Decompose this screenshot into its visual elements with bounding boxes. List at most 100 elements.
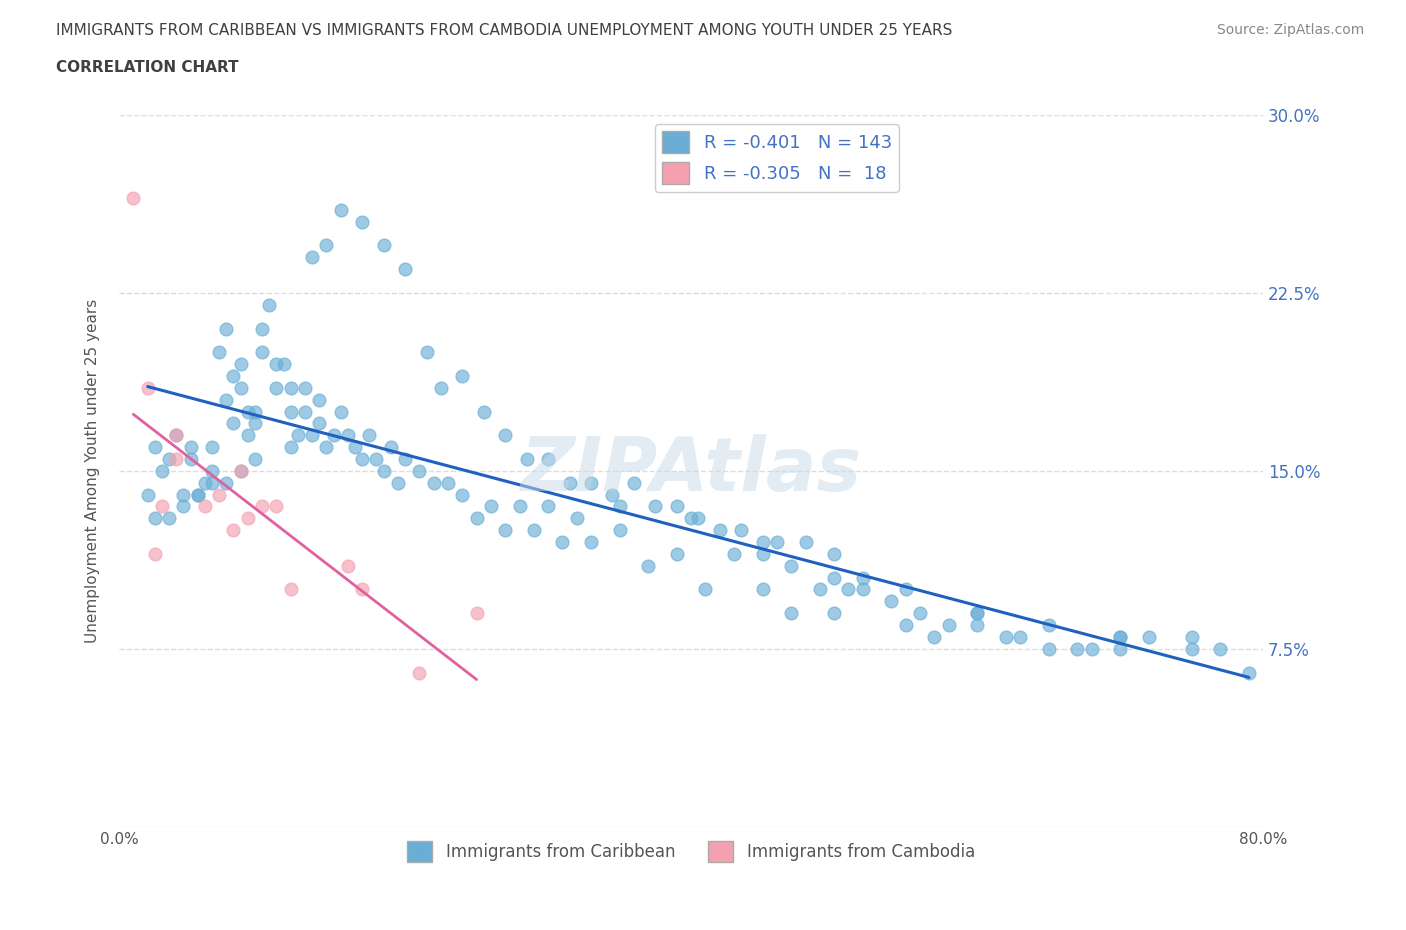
Point — [852, 582, 875, 597]
Point — [280, 440, 302, 455]
Point — [359, 428, 381, 443]
Point — [637, 558, 659, 573]
Point — [236, 511, 259, 525]
Text: IMMIGRANTS FROM CARIBBEAN VS IMMIGRANTS FROM CAMBODIA UNEMPLOYMENT AMONG YOUTH U: IMMIGRANTS FROM CARIBBEAN VS IMMIGRANTS … — [56, 23, 953, 38]
Point — [609, 499, 631, 514]
Point — [451, 368, 474, 383]
Point — [150, 499, 173, 514]
Point — [966, 605, 988, 620]
Point — [751, 535, 773, 550]
Point — [308, 416, 330, 431]
Point — [1010, 630, 1032, 644]
Point — [415, 345, 437, 360]
Point — [373, 463, 395, 478]
Point — [257, 298, 280, 312]
Point — [201, 440, 224, 455]
Point — [808, 582, 831, 597]
Point — [451, 487, 474, 502]
Point — [336, 428, 359, 443]
Point — [157, 511, 180, 525]
Point — [709, 523, 731, 538]
Point — [602, 487, 624, 502]
Point — [222, 523, 245, 538]
Point — [1080, 642, 1102, 657]
Point — [236, 405, 259, 419]
Point — [966, 605, 988, 620]
Point — [823, 605, 845, 620]
Point — [165, 428, 187, 443]
Point — [215, 321, 238, 336]
Point — [723, 547, 745, 562]
Point — [894, 582, 917, 597]
Point — [609, 523, 631, 538]
Point — [380, 440, 402, 455]
Point — [551, 535, 574, 550]
Point — [1209, 642, 1232, 657]
Point — [394, 452, 416, 467]
Point — [243, 405, 266, 419]
Point — [373, 238, 395, 253]
Point — [336, 558, 359, 573]
Point — [908, 605, 931, 620]
Point — [250, 499, 273, 514]
Point — [143, 547, 166, 562]
Point — [352, 582, 374, 597]
Point — [644, 499, 666, 514]
Point — [352, 452, 374, 467]
Point — [880, 594, 903, 609]
Point — [751, 582, 773, 597]
Point — [157, 452, 180, 467]
Point — [408, 665, 430, 680]
Point — [516, 452, 538, 467]
Point — [122, 191, 145, 206]
Point — [394, 261, 416, 276]
Point — [688, 511, 710, 525]
Point — [523, 523, 546, 538]
Point — [165, 428, 187, 443]
Point — [537, 452, 560, 467]
Point — [136, 487, 159, 502]
Point — [437, 475, 460, 490]
Point — [208, 345, 231, 360]
Point — [1066, 642, 1088, 657]
Point — [222, 416, 245, 431]
Point — [187, 487, 209, 502]
Point — [208, 487, 231, 502]
Point — [150, 463, 173, 478]
Point — [695, 582, 717, 597]
Point — [266, 380, 288, 395]
Point — [280, 405, 302, 419]
Point — [229, 380, 252, 395]
Point — [730, 523, 752, 538]
Point — [194, 499, 217, 514]
Text: CORRELATION CHART: CORRELATION CHART — [56, 60, 239, 75]
Point — [143, 511, 166, 525]
Point — [780, 605, 803, 620]
Point — [1181, 642, 1204, 657]
Point — [508, 499, 530, 514]
Point — [465, 605, 488, 620]
Point — [823, 547, 845, 562]
Point — [280, 380, 302, 395]
Point — [494, 523, 516, 538]
Point — [201, 463, 224, 478]
Y-axis label: Unemployment Among Youth under 25 years: Unemployment Among Youth under 25 years — [86, 299, 100, 643]
Point — [236, 428, 259, 443]
Point — [308, 392, 330, 407]
Point — [665, 499, 688, 514]
Point — [229, 357, 252, 372]
Point — [366, 452, 388, 467]
Point — [222, 368, 245, 383]
Point — [1109, 642, 1132, 657]
Point — [1109, 630, 1132, 644]
Point — [344, 440, 367, 455]
Point — [494, 428, 516, 443]
Point — [243, 416, 266, 431]
Point — [1109, 630, 1132, 644]
Point — [143, 440, 166, 455]
Point — [422, 475, 444, 490]
Legend: Immigrants from Caribbean, Immigrants from Cambodia: Immigrants from Caribbean, Immigrants fr… — [401, 834, 981, 869]
Point — [387, 475, 409, 490]
Point — [187, 487, 209, 502]
Point — [623, 475, 645, 490]
